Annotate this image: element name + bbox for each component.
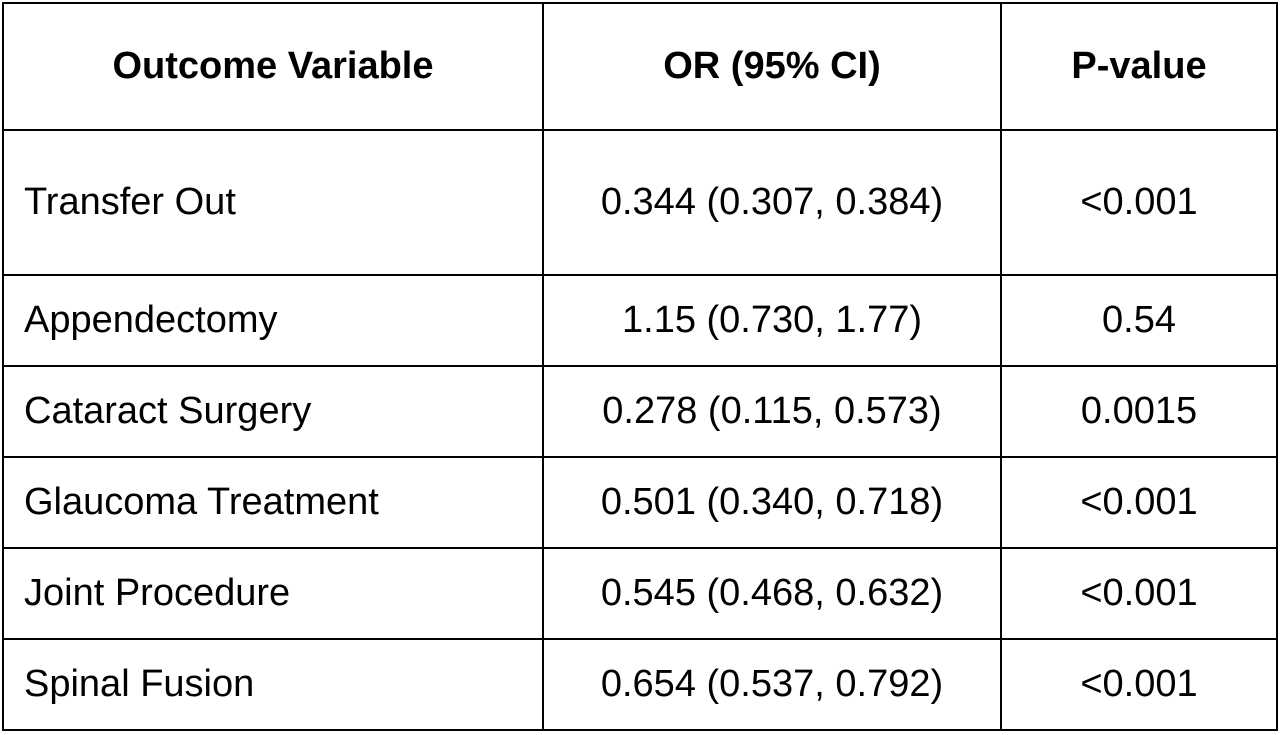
table-row: Glaucoma Treatment 0.501 (0.340, 0.718) … <box>2 456 1278 549</box>
table-row: Joint Procedure 0.545 (0.468, 0.632) <0.… <box>2 547 1278 640</box>
outcome-cell: Glaucoma Treatment <box>2 456 544 549</box>
table-header: Outcome Variable OR (95% CI) P-value <box>2 2 1278 131</box>
p-value-cell: 0.0015 <box>1000 365 1278 458</box>
odds-ratio-cell: 0.545 (0.468, 0.632) <box>542 547 1002 640</box>
p-value-cell: <0.001 <box>1000 456 1278 549</box>
table-row: Transfer Out 0.344 (0.307, 0.384) <0.001 <box>2 129 1278 276</box>
outcome-cell: Transfer Out <box>2 129 544 276</box>
table-row: Spinal Fusion 0.654 (0.537, 0.792) <0.00… <box>2 638 1278 731</box>
p-value-cell: <0.001 <box>1000 547 1278 640</box>
odds-ratio-cell: 0.278 (0.115, 0.573) <box>542 365 1002 458</box>
outcome-cell: Appendectomy <box>2 274 544 367</box>
header-odds-ratio: OR (95% CI) <box>542 2 1002 131</box>
table-row: Appendectomy 1.15 (0.730, 1.77) 0.54 <box>2 274 1278 367</box>
p-value-cell: 0.54 <box>1000 274 1278 367</box>
p-value-cell: <0.001 <box>1000 129 1278 276</box>
outcome-cell: Cataract Surgery <box>2 365 544 458</box>
header-p-value: P-value <box>1000 2 1278 131</box>
table-row: Cataract Surgery 0.278 (0.115, 0.573) 0.… <box>2 365 1278 458</box>
odds-ratio-cell: 0.344 (0.307, 0.384) <box>542 129 1002 276</box>
odds-ratio-cell: 0.501 (0.340, 0.718) <box>542 456 1002 549</box>
p-value-cell: <0.001 <box>1000 638 1278 731</box>
odds-ratio-cell: 1.15 (0.730, 1.77) <box>542 274 1002 367</box>
table-body: Transfer Out 0.344 (0.307, 0.384) <0.001… <box>2 129 1278 731</box>
outcome-cell: Joint Procedure <box>2 547 544 640</box>
outcome-cell: Spinal Fusion <box>2 638 544 731</box>
header-row: Outcome Variable OR (95% CI) P-value <box>2 2 1278 131</box>
header-outcome-variable: Outcome Variable <box>2 2 544 131</box>
odds-ratio-cell: 0.654 (0.537, 0.792) <box>542 638 1002 731</box>
